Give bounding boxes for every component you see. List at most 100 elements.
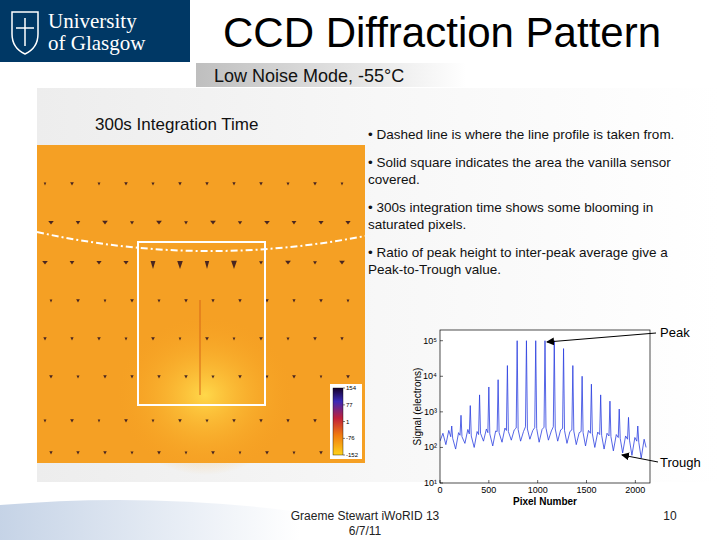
diffraction-spot <box>211 299 214 302</box>
diffraction-spot <box>205 337 209 340</box>
colorbar <box>333 388 343 455</box>
colorbar-tick <box>343 404 345 405</box>
diffraction-spot <box>232 419 236 422</box>
x-axis-label: Pixel Number <box>513 496 577 507</box>
diffraction-spot <box>49 451 52 454</box>
diffraction-spot <box>205 182 208 185</box>
x-tick-label: 2000 <box>625 485 645 495</box>
diffraction-spot <box>178 419 182 422</box>
diffraction-spot <box>124 182 128 185</box>
page-number: 10 <box>663 509 677 523</box>
colorbar-tick <box>343 421 345 422</box>
bullet: • Dashed line is where the line profile … <box>368 126 706 143</box>
bullet-list: • Dashed line is where the line profile … <box>368 126 706 289</box>
diffraction-spot <box>184 221 188 224</box>
diffraction-spot <box>96 261 101 265</box>
diffraction-spot <box>347 299 350 302</box>
diffraction-spot <box>157 451 161 454</box>
diffraction-spot <box>70 182 74 185</box>
slide-canvas: Universityof Glasgow CCD Diffraction Patt… <box>0 0 720 540</box>
diffraction-spot <box>98 182 101 185</box>
diffraction-spot <box>185 451 188 454</box>
bullet: • 300s integration time shows some bloom… <box>368 199 706 233</box>
y-tick-label: 10³ <box>424 407 437 417</box>
colorbar-tick <box>343 438 345 439</box>
annotation-arrow <box>622 455 658 462</box>
diffraction-spot <box>259 261 263 264</box>
diffraction-spot <box>179 337 182 340</box>
line-chart: 050010001500200010¹10²10³10⁴10⁵Pixel Num… <box>412 330 650 507</box>
diffraction-spot <box>320 375 323 378</box>
diffraction-spot <box>104 299 107 302</box>
diffraction-spot <box>265 451 269 454</box>
diffraction-spot <box>76 221 81 224</box>
logo-text: University <box>48 9 137 33</box>
diffraction-spot <box>177 261 183 269</box>
diffraction-spot <box>233 337 236 340</box>
diffraction-spot <box>125 337 128 340</box>
y-tick-label: 10² <box>424 442 437 452</box>
subtitle: Low Noise Mode, -55°C <box>214 66 404 86</box>
ccd-image <box>37 145 365 475</box>
footer-author: Graeme Stewart iWoRID 13 <box>291 509 440 523</box>
diffraction-spot <box>178 182 181 185</box>
bullet: • Solid square indicates the area the va… <box>368 154 706 188</box>
diffraction-spot <box>44 419 47 422</box>
diffraction-spot <box>313 337 317 340</box>
diffraction-spot <box>341 182 344 185</box>
diffraction-spot <box>286 182 289 185</box>
diffraction-spot <box>205 261 209 269</box>
x-tick <box>635 480 636 483</box>
x-tick-label: 500 <box>481 485 496 495</box>
diffraction-spot <box>205 419 208 422</box>
diffraction-spot <box>124 419 128 422</box>
diffraction-spot <box>292 221 297 224</box>
ccd-glow <box>115 315 295 475</box>
diffraction-spot <box>239 451 242 454</box>
diffraction-spot <box>345 221 350 225</box>
logo-text: of Glasgow <box>48 31 146 55</box>
y-tick-label: 10¹ <box>424 478 437 488</box>
x-tick <box>586 480 587 483</box>
diffraction-spot <box>42 261 48 265</box>
y-tick-label: 10⁵ <box>423 336 437 346</box>
y-tick <box>440 483 443 484</box>
footer-date: 6/7/11 <box>349 524 382 538</box>
colorbar-tick-label: 77 <box>346 402 353 408</box>
diffraction-spot <box>130 299 134 302</box>
diffraction-spot <box>259 419 262 422</box>
diffraction-spot <box>102 221 108 225</box>
y-tick-label: 10⁴ <box>423 371 437 381</box>
y-tick <box>440 411 443 412</box>
y-tick <box>440 447 443 448</box>
diffraction-spot <box>292 375 296 378</box>
diffraction-spot <box>123 261 128 265</box>
diffraction-spot <box>285 261 291 265</box>
colorbar-tick <box>343 455 345 456</box>
x-tick-label: 1000 <box>528 485 548 495</box>
diffraction-spot <box>48 221 53 225</box>
colorbar-tick-label: -76 <box>346 435 355 441</box>
diffraction-spot <box>259 337 263 340</box>
diffraction-spot <box>292 299 295 302</box>
diffraction-spot <box>319 299 323 302</box>
diffraction-spot <box>70 261 75 264</box>
colorbar-tick-label: 1 <box>346 419 350 425</box>
diffraction-spot <box>266 375 269 378</box>
diffraction-spot <box>313 419 317 422</box>
diffraction-spot <box>238 375 242 378</box>
annotation: Trough <box>660 455 701 470</box>
diffraction-spot <box>130 221 134 224</box>
colorbar-tick-label: -152 <box>346 452 359 458</box>
colorbar-tick-label: 154 <box>346 385 357 391</box>
diffraction-spot <box>211 375 214 378</box>
image-caption: 300s Integration Time <box>95 115 258 134</box>
title: CCD Diffraction Pattern <box>223 9 661 56</box>
diffraction-spot <box>318 221 323 225</box>
x-tick <box>537 480 538 483</box>
profile-line-series <box>440 341 646 458</box>
footer-swoosh <box>0 500 300 540</box>
sensor-area <box>138 242 265 405</box>
diffraction-spot <box>286 337 289 340</box>
logo-crest <box>12 12 38 54</box>
